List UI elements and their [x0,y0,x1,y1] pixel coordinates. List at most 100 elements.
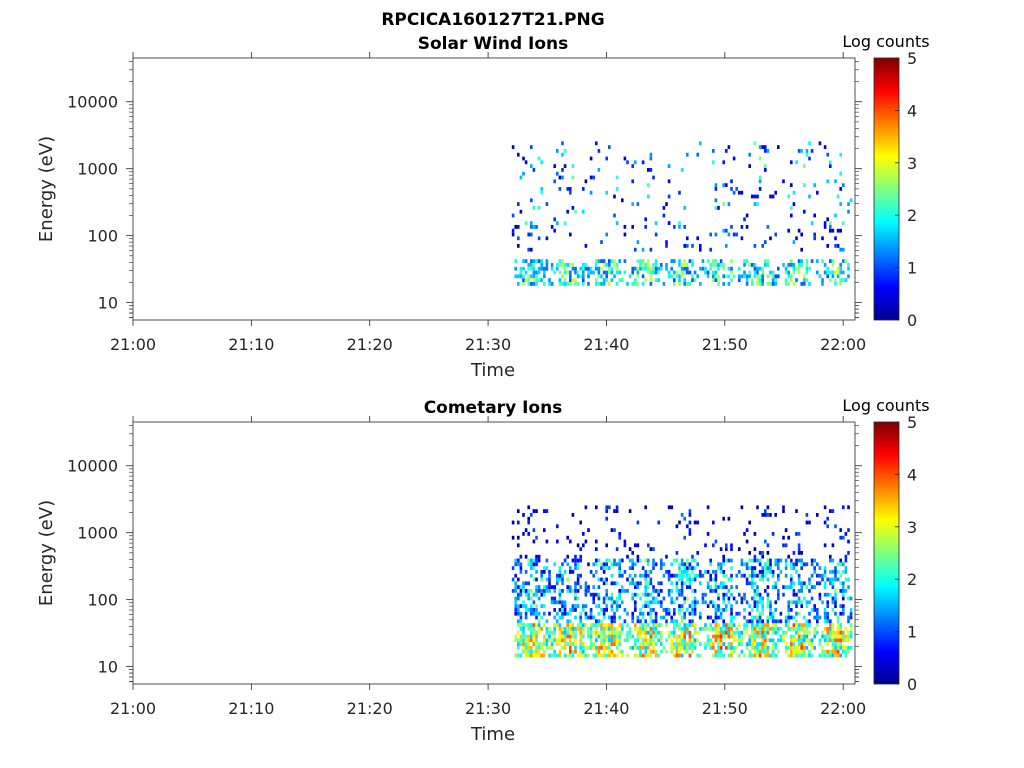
heatmap-cell [691,600,694,605]
heatmap-cell [717,585,720,589]
heatmap-cell [654,278,658,282]
heatmap-cell [667,274,671,279]
heatmap-cell [727,202,731,206]
heatmap-cell [839,228,842,233]
heatmap-cell [730,615,733,620]
heatmap-cell [795,604,798,608]
heatmap-cell [745,623,749,627]
heatmap-cell [626,589,629,593]
heatmap-cell [790,649,793,654]
heatmap-cell [675,619,679,624]
heatmap-cell [683,615,686,620]
heatmap-cell [535,653,538,658]
heatmap-cell [540,589,543,593]
heatmap-cell [756,623,759,627]
heatmap-cell [753,202,757,206]
heatmap-cell [829,570,832,574]
heatmap-cell [582,282,585,286]
heatmap-cell [662,646,666,650]
heatmap-cell [556,171,559,176]
heatmap-cell [595,141,598,146]
heatmap-cell [665,570,668,574]
heatmap-cell [727,516,731,521]
heatmap-cell [779,638,783,643]
heatmap-cell [530,638,533,643]
heatmap-cell [545,627,549,631]
heatmap-cell [722,263,725,267]
heatmap-cell [717,623,720,627]
heatmap-cell [517,604,520,608]
heatmap-cell [649,282,653,286]
heatmap-cell [761,554,764,559]
heatmap-cell [745,627,749,631]
heatmap-cell [576,596,580,601]
heatmap-cell [839,558,842,563]
heatmap-cell [608,145,611,149]
heatmap-cell [691,611,694,616]
heatmap-cell [519,562,523,567]
heatmap-cell [699,581,702,586]
heatmap-cell [792,266,796,271]
heatmap-cell [545,509,549,513]
heatmap-cell [834,244,837,248]
heatmap-cell [774,562,777,567]
heatmap-cell [761,266,764,271]
heatmap-cell [834,611,837,616]
heatmap-cell [535,554,538,559]
heatmap-cell [610,581,614,586]
heatmap-cell [582,187,585,191]
heatmap-cell [553,600,556,605]
heatmap-cell [602,646,606,650]
heatmap-cell [589,623,593,627]
x-tick-label: 21:10 [228,335,274,354]
heatmap-cell [836,270,840,275]
heatmap-cell [649,547,653,551]
heatmap-cell [790,600,793,605]
heatmap-cell [777,596,780,601]
heatmap-cell [722,554,725,559]
heatmap-cell [836,274,840,279]
heatmap-cell [644,634,647,639]
heatmap-cell [797,623,801,627]
heatmap-cell [753,266,757,271]
heatmap-cell [540,604,543,608]
heatmap-cell [795,627,798,631]
heatmap-cell [826,217,829,222]
heatmap-cell [792,615,796,620]
heatmap-cell [548,589,551,593]
heatmap-cell [636,646,640,650]
heatmap-cell [517,535,520,540]
heatmap-cell [735,600,738,605]
heatmap-cell [613,642,616,646]
heatmap-cell [654,615,658,620]
heatmap-cell [592,175,595,180]
heatmap-cell [673,619,676,624]
heatmap-cell [615,263,619,267]
heatmap-cell [589,266,593,271]
heatmap-cell [730,592,733,597]
heatmap-cell [774,623,777,627]
heatmap-cell [745,577,749,582]
heatmap-cell [641,160,645,165]
heatmap-cell [756,653,759,658]
heatmap-cell [771,619,775,624]
heatmap-cell [644,570,647,574]
heatmap-cell [691,570,694,574]
heatmap-cell [808,611,811,616]
heatmap-cell [644,505,647,510]
heatmap-cell [771,573,775,578]
heatmap-cell [550,600,554,605]
heatmap-cell [743,627,746,631]
heatmap-cell [740,638,744,643]
heatmap-cell [784,528,788,532]
heatmap-cell [706,634,710,639]
heatmap-cell [805,630,809,635]
heatmap-cell [621,627,624,631]
heatmap-cell [805,520,809,525]
heatmap-cell [758,562,762,567]
heatmap-cell [758,592,762,597]
heatmap-cell [740,596,744,601]
heatmap-cell [686,608,689,612]
heatmap-cell [597,270,601,275]
